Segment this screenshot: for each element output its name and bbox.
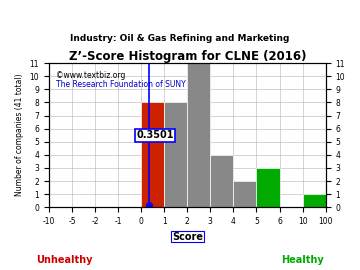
Bar (303, 194, 326, 207)
Title: Z’-Score Histogram for CLNE (2016): Z’-Score Histogram for CLNE (2016) (68, 50, 306, 63)
Text: ©www.textbiz.org: ©www.textbiz.org (56, 71, 125, 80)
Text: Industry: Oil & Gas Refining and Marketing: Industry: Oil & Gas Refining and Marketi… (70, 34, 290, 43)
Text: Healthy: Healthy (281, 255, 324, 265)
X-axis label: Score: Score (172, 231, 203, 241)
Bar (210, 155, 233, 207)
Text: Unhealthy: Unhealthy (36, 255, 93, 265)
Text: 0.3501: 0.3501 (136, 130, 174, 140)
Bar (233, 181, 256, 207)
Bar (164, 102, 187, 207)
Bar (187, 63, 210, 207)
Bar (256, 168, 279, 207)
Text: The Research Foundation of SUNY: The Research Foundation of SUNY (56, 80, 185, 89)
Y-axis label: Number of companies (41 total): Number of companies (41 total) (15, 74, 24, 197)
Bar (141, 102, 164, 207)
